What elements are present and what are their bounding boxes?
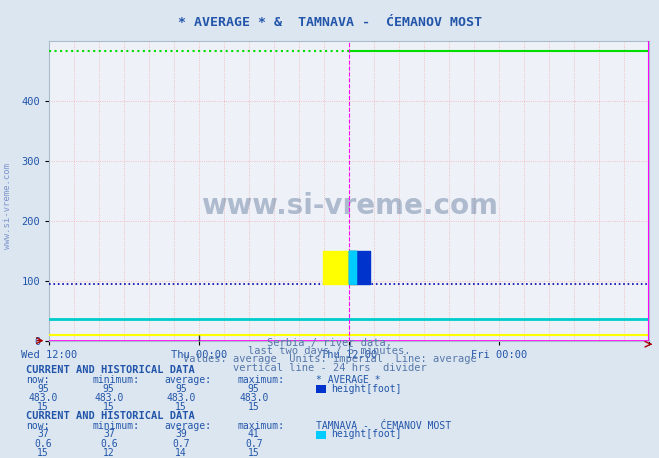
Text: now:: now: — [26, 421, 50, 431]
Text: 15: 15 — [37, 448, 49, 458]
Polygon shape — [349, 251, 357, 284]
Text: 483.0: 483.0 — [239, 393, 268, 403]
Text: now:: now: — [26, 376, 50, 385]
Text: maximum:: maximum: — [237, 376, 284, 385]
Text: 37: 37 — [37, 430, 49, 439]
Text: 12: 12 — [103, 448, 115, 458]
Text: height[foot]: height[foot] — [331, 430, 401, 439]
Text: average:: average: — [165, 421, 212, 431]
Text: 37: 37 — [103, 430, 115, 439]
Text: Values: average  Units: imperial  Line: average: Values: average Units: imperial Line: av… — [183, 354, 476, 364]
Text: CURRENT AND HISTORICAL DATA: CURRENT AND HISTORICAL DATA — [26, 411, 195, 421]
Text: 483.0: 483.0 — [28, 393, 57, 403]
Text: www.si-vreme.com: www.si-vreme.com — [3, 163, 13, 249]
Text: average:: average: — [165, 376, 212, 385]
Text: Serbia / river data.: Serbia / river data. — [267, 338, 392, 348]
Text: 14: 14 — [175, 448, 187, 458]
Text: 483.0: 483.0 — [94, 393, 123, 403]
Text: * AVERAGE * &  TAMNAVA -  ĆEMANOV MOST: * AVERAGE * & TAMNAVA - ĆEMANOV MOST — [177, 16, 482, 29]
Text: 95: 95 — [37, 384, 49, 393]
Text: 41: 41 — [248, 430, 260, 439]
Text: 483.0: 483.0 — [167, 393, 196, 403]
Text: 0.6: 0.6 — [100, 439, 117, 448]
Text: 15: 15 — [248, 448, 260, 458]
Text: CURRENT AND HISTORICAL DATA: CURRENT AND HISTORICAL DATA — [26, 365, 195, 375]
Text: 15: 15 — [175, 402, 187, 412]
Text: www.si-vreme.com: www.si-vreme.com — [201, 192, 498, 220]
Text: 15: 15 — [37, 402, 49, 412]
Text: 95: 95 — [103, 384, 115, 393]
Text: minimum:: minimum: — [92, 421, 139, 431]
Text: 15: 15 — [248, 402, 260, 412]
Text: 0.7: 0.7 — [173, 439, 190, 448]
Text: vertical line - 24 hrs  divider: vertical line - 24 hrs divider — [233, 363, 426, 372]
Text: minimum:: minimum: — [92, 376, 139, 385]
Text: maximum:: maximum: — [237, 421, 284, 431]
Text: 0.6: 0.6 — [34, 439, 51, 448]
Text: 15: 15 — [103, 402, 115, 412]
Text: 0.7: 0.7 — [245, 439, 262, 448]
Text: 95: 95 — [175, 384, 187, 393]
Text: 95: 95 — [248, 384, 260, 393]
Polygon shape — [349, 251, 357, 284]
Text: TAMNAVA -  ĆEMANOV MOST: TAMNAVA - ĆEMANOV MOST — [316, 421, 451, 431]
Text: 39: 39 — [175, 430, 187, 439]
Text: height[foot]: height[foot] — [331, 384, 401, 393]
Text: * AVERAGE *: * AVERAGE * — [316, 376, 381, 385]
Text: last two days / 5 minutes.: last two days / 5 minutes. — [248, 346, 411, 356]
